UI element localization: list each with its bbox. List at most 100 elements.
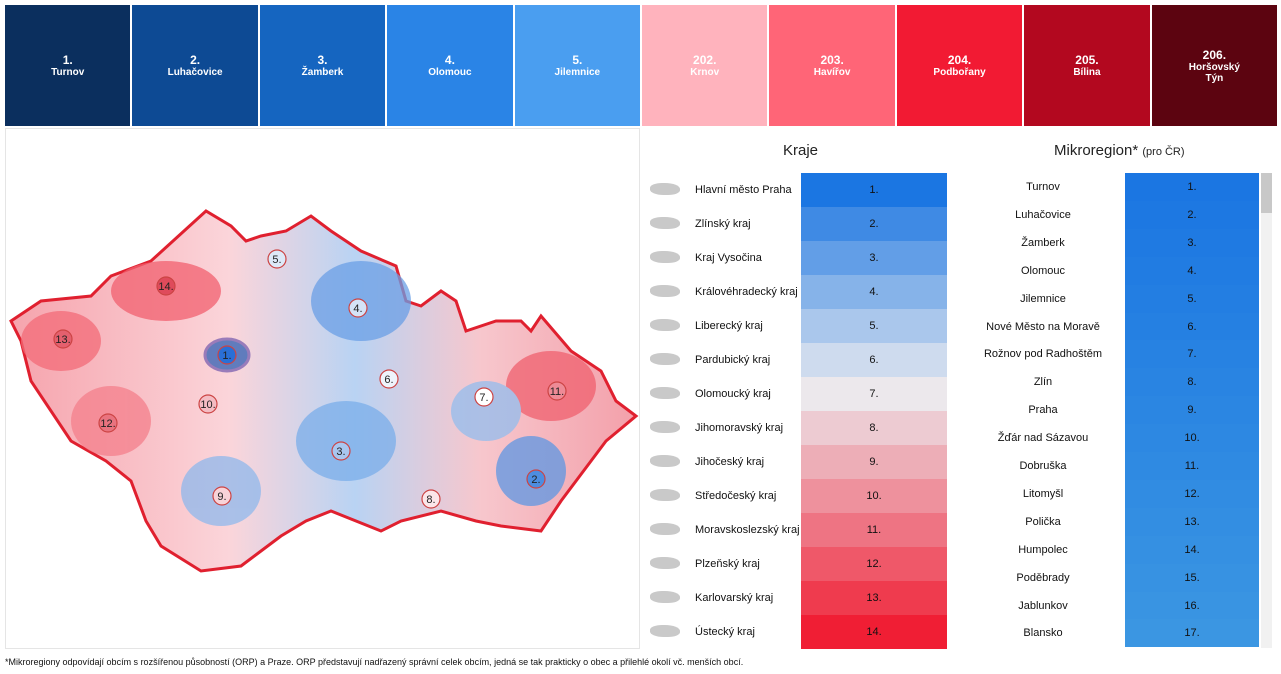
kraj-icon (650, 353, 680, 365)
kraj-icon (650, 557, 680, 569)
rank-tile: 205. Bílina (1024, 5, 1150, 126)
kraj-icon (650, 421, 680, 433)
kraj-rank: 13. (801, 581, 947, 615)
mikroregion-rank: 6. (1125, 312, 1259, 341)
tile-name: Havířov (813, 67, 851, 78)
map-marker-label: 9. (217, 491, 226, 503)
tile-name: Jilemnice (554, 67, 601, 78)
kraj-icon (650, 455, 680, 467)
tile-rank: 5. (572, 53, 583, 67)
kraj-icon (650, 523, 680, 535)
mikroregion-rank: 2. (1125, 200, 1259, 229)
kraje-title: Kraje (783, 142, 819, 159)
mikroregion-name: Poděbrady (1016, 571, 1070, 584)
mikroregion-name: Nové Město na Moravě (986, 320, 1100, 333)
map-marker-label: 3. (336, 446, 345, 458)
scrollbar[interactable] (1261, 173, 1272, 648)
rank-tile: 206. Horšovský Týn (1151, 5, 1278, 126)
mikroregion-rank: 4. (1125, 256, 1259, 285)
tile-rank: 203. (820, 53, 844, 67)
mikroregion-rank: 15. (1125, 563, 1259, 592)
rank-tile: 4. Olomouc (387, 5, 513, 126)
kraj-rank: 2. (801, 207, 947, 241)
kraj-rank: 10. (801, 479, 947, 513)
map-marker (348, 298, 368, 318)
tile-name: Podbořany (933, 67, 986, 78)
kraj-icon (650, 387, 680, 399)
tile-rank: 1. (62, 53, 73, 67)
kraj-name: Plzeňský kraj (695, 558, 760, 570)
mikroregion-rank: 8. (1125, 368, 1259, 397)
kraj-icon (650, 591, 680, 603)
kraj-icon (650, 251, 680, 263)
map-marker-label: 10. (200, 399, 215, 411)
map-marker-label: 8. (426, 494, 435, 506)
rank-tile: 2. Luhačovice (132, 5, 258, 126)
mikroregion-rank: 13. (1125, 507, 1259, 536)
map-marker (156, 276, 176, 296)
tile-rank: 202. (693, 53, 717, 67)
footnote: *Mikroregiony odpovídají obcím s rozšíře… (5, 657, 744, 667)
mikroregion-name: Zlín (1033, 376, 1053, 389)
tile-name: Žamberk (301, 67, 344, 78)
map: 1. 2. 3. 4. 5. 6. 7. 8. 9. 10. 11. 12. 13. 14. (5, 128, 640, 649)
kraj-name: Hlavní město Praha (695, 184, 792, 196)
kraj-rank: 3. (801, 241, 947, 275)
mikroregion-rank: 5. (1125, 284, 1259, 313)
map-marker (217, 345, 237, 365)
tile-rank: 204. (947, 53, 972, 67)
kraj-rank: 7. (801, 377, 947, 411)
rank-tile: 3. Žamberk (259, 5, 386, 126)
mikroregion-name: Jilemnice (1020, 292, 1066, 305)
mikroregion-rank: 14. (1125, 535, 1259, 564)
mikroregion-name: Blansko (1023, 627, 1063, 640)
tile-name: Horšovský Týn (1188, 61, 1240, 84)
mikroregion-rank: 11. (1125, 452, 1259, 480)
mikroregion-name: Olomouc (1020, 264, 1066, 277)
tile-name: Olomouc (428, 67, 472, 78)
tile-name: Krnov (690, 67, 720, 78)
kraj-rank: 8. (801, 411, 947, 445)
map-marker-label: 12. (100, 418, 115, 430)
mikroregion-rank: 9. (1125, 396, 1259, 425)
map-marker (267, 249, 287, 269)
kraj-icon (650, 489, 680, 501)
mikroregion-name: Luhačovice (1015, 208, 1071, 221)
map-marker (212, 486, 232, 506)
kraj-icon (650, 285, 680, 297)
kraj-name: Královéhradecký kraj (695, 286, 798, 298)
kraj-rank: 6. (801, 343, 947, 377)
kraj-name: Kraj Vysočina (695, 252, 762, 264)
map-marker-label: 1. (222, 350, 231, 362)
mikroregion-name: Jablunkov (1018, 599, 1068, 612)
kraj-name: Karlovarský kraj (695, 592, 774, 604)
rank-tile: 5. Jilemnice (514, 5, 641, 126)
mikroregion-rank: 3. (1125, 228, 1259, 257)
tile-name: Turnov (51, 67, 85, 78)
kraj-name: Ústecký kraj (695, 626, 755, 638)
rank-tile: 202. Krnov (642, 5, 768, 126)
kraj-name: Zlínský kraj (695, 218, 751, 230)
mikroregion-name: Žamberk (1021, 236, 1065, 249)
mikroregion-header: Mikroregion* (pro ČR) (1054, 142, 1185, 159)
mikroregion-rank: 10. (1125, 424, 1259, 453)
map-marker (198, 394, 218, 414)
mikroregion-subtitle: (pro ČR) (1142, 146, 1185, 158)
map-marker (331, 441, 351, 461)
map-marker-label: 4. (353, 303, 362, 315)
kraj-name: Olomoucký kraj (695, 388, 771, 400)
kraj-name: Středočeský kraj (695, 490, 777, 502)
tile-rank: 206. (1202, 47, 1227, 62)
kraj-name: Moravskoslezský kraj (695, 524, 800, 536)
tile-rank: 205. (1075, 53, 1099, 67)
top-ranking: 1. Turnov 2. Luhačovice 3. Žamberk 4. Olomouc 5.… (5, 5, 1278, 126)
map-marker-label: 13. (55, 334, 70, 346)
rank-tile: 203. Havířov (769, 5, 895, 126)
kraj-icon (650, 183, 680, 195)
tile-rank: 2. (190, 53, 201, 67)
kraj-rank: 12. (801, 547, 947, 581)
mikroregion-title: Mikroregion* (1054, 142, 1139, 159)
kraj-rank: 4. (801, 275, 947, 309)
kraj-icon (650, 217, 680, 229)
kraj-name: Jihočeský kraj (695, 456, 765, 468)
